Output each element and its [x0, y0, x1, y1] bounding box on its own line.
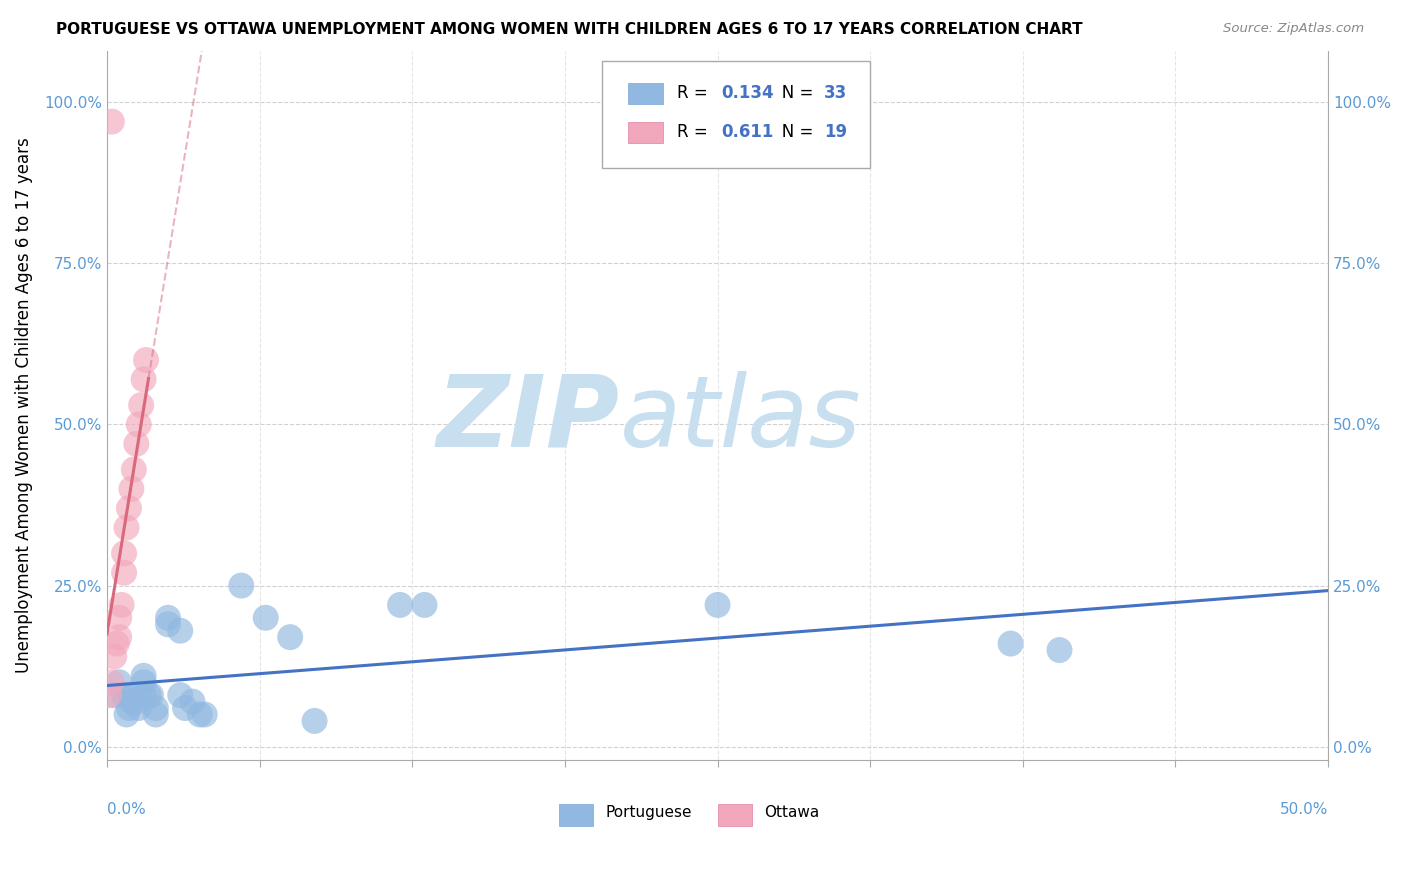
Text: ZIP: ZIP: [437, 371, 620, 467]
Point: [135, 353, 157, 368]
Point: [139, 688, 162, 702]
Point: [125, 695, 148, 709]
Point: [118, 701, 141, 715]
Point: [108, 611, 131, 625]
FancyBboxPatch shape: [602, 62, 870, 168]
Point: [129, 398, 152, 412]
Point: [115, 707, 138, 722]
Point: [157, 617, 180, 632]
Point: [169, 624, 191, 638]
Text: Portuguese: Portuguese: [605, 805, 692, 821]
Point: [145, 707, 167, 722]
Point: [304, 714, 326, 728]
Point: [101, 114, 124, 128]
Text: R =: R =: [678, 123, 713, 141]
Point: [706, 598, 728, 612]
Text: N =: N =: [766, 123, 820, 141]
Point: [112, 688, 135, 702]
Point: [111, 598, 134, 612]
Text: PORTUGUESE VS OTTAWA UNEMPLOYMENT AMONG WOMEN WITH CHILDREN AGES 6 TO 17 YEARS C: PORTUGUESE VS OTTAWA UNEMPLOYMENT AMONG …: [56, 22, 1083, 37]
Point: [174, 701, 197, 715]
Text: 0.0%: 0.0%: [107, 802, 146, 817]
Point: [181, 695, 204, 709]
Point: [1000, 637, 1022, 651]
Point: [132, 372, 155, 386]
Point: [108, 630, 131, 644]
Point: [169, 688, 191, 702]
Text: 33: 33: [824, 84, 846, 103]
Point: [413, 598, 436, 612]
Point: [138, 688, 160, 702]
Point: [118, 501, 141, 516]
Bar: [628, 121, 662, 143]
Text: 19: 19: [824, 123, 846, 141]
Point: [115, 520, 138, 534]
Point: [188, 707, 211, 722]
Y-axis label: Unemployment Among Women with Children Ages 6 to 17 years: Unemployment Among Women with Children A…: [15, 137, 32, 673]
Point: [112, 566, 135, 580]
Point: [254, 611, 277, 625]
Text: N =: N =: [766, 84, 820, 103]
Point: [103, 688, 125, 702]
Point: [128, 417, 150, 432]
Point: [120, 695, 142, 709]
Text: atlas: atlas: [620, 371, 862, 467]
Point: [132, 669, 155, 683]
Point: [120, 688, 142, 702]
Point: [98, 688, 121, 702]
Bar: [717, 805, 752, 825]
Point: [132, 675, 155, 690]
Point: [278, 630, 301, 644]
Text: Source: ZipAtlas.com: Source: ZipAtlas.com: [1223, 22, 1364, 36]
Point: [194, 707, 217, 722]
Bar: [558, 805, 593, 825]
Text: R =: R =: [678, 84, 713, 103]
Point: [132, 688, 155, 702]
Text: 0.134: 0.134: [721, 84, 773, 103]
Point: [128, 701, 150, 715]
Bar: [628, 83, 662, 103]
Point: [101, 675, 124, 690]
Point: [231, 578, 253, 592]
Point: [122, 462, 145, 476]
Point: [120, 482, 142, 496]
Point: [108, 675, 131, 690]
Point: [389, 598, 412, 612]
Point: [125, 437, 148, 451]
Point: [103, 649, 125, 664]
Text: 0.611: 0.611: [721, 123, 773, 141]
Point: [157, 611, 180, 625]
Point: [1049, 643, 1071, 657]
Text: Ottawa: Ottawa: [763, 805, 820, 821]
Point: [105, 637, 128, 651]
Text: 50.0%: 50.0%: [1279, 802, 1329, 817]
Point: [112, 546, 135, 560]
Point: [145, 701, 167, 715]
